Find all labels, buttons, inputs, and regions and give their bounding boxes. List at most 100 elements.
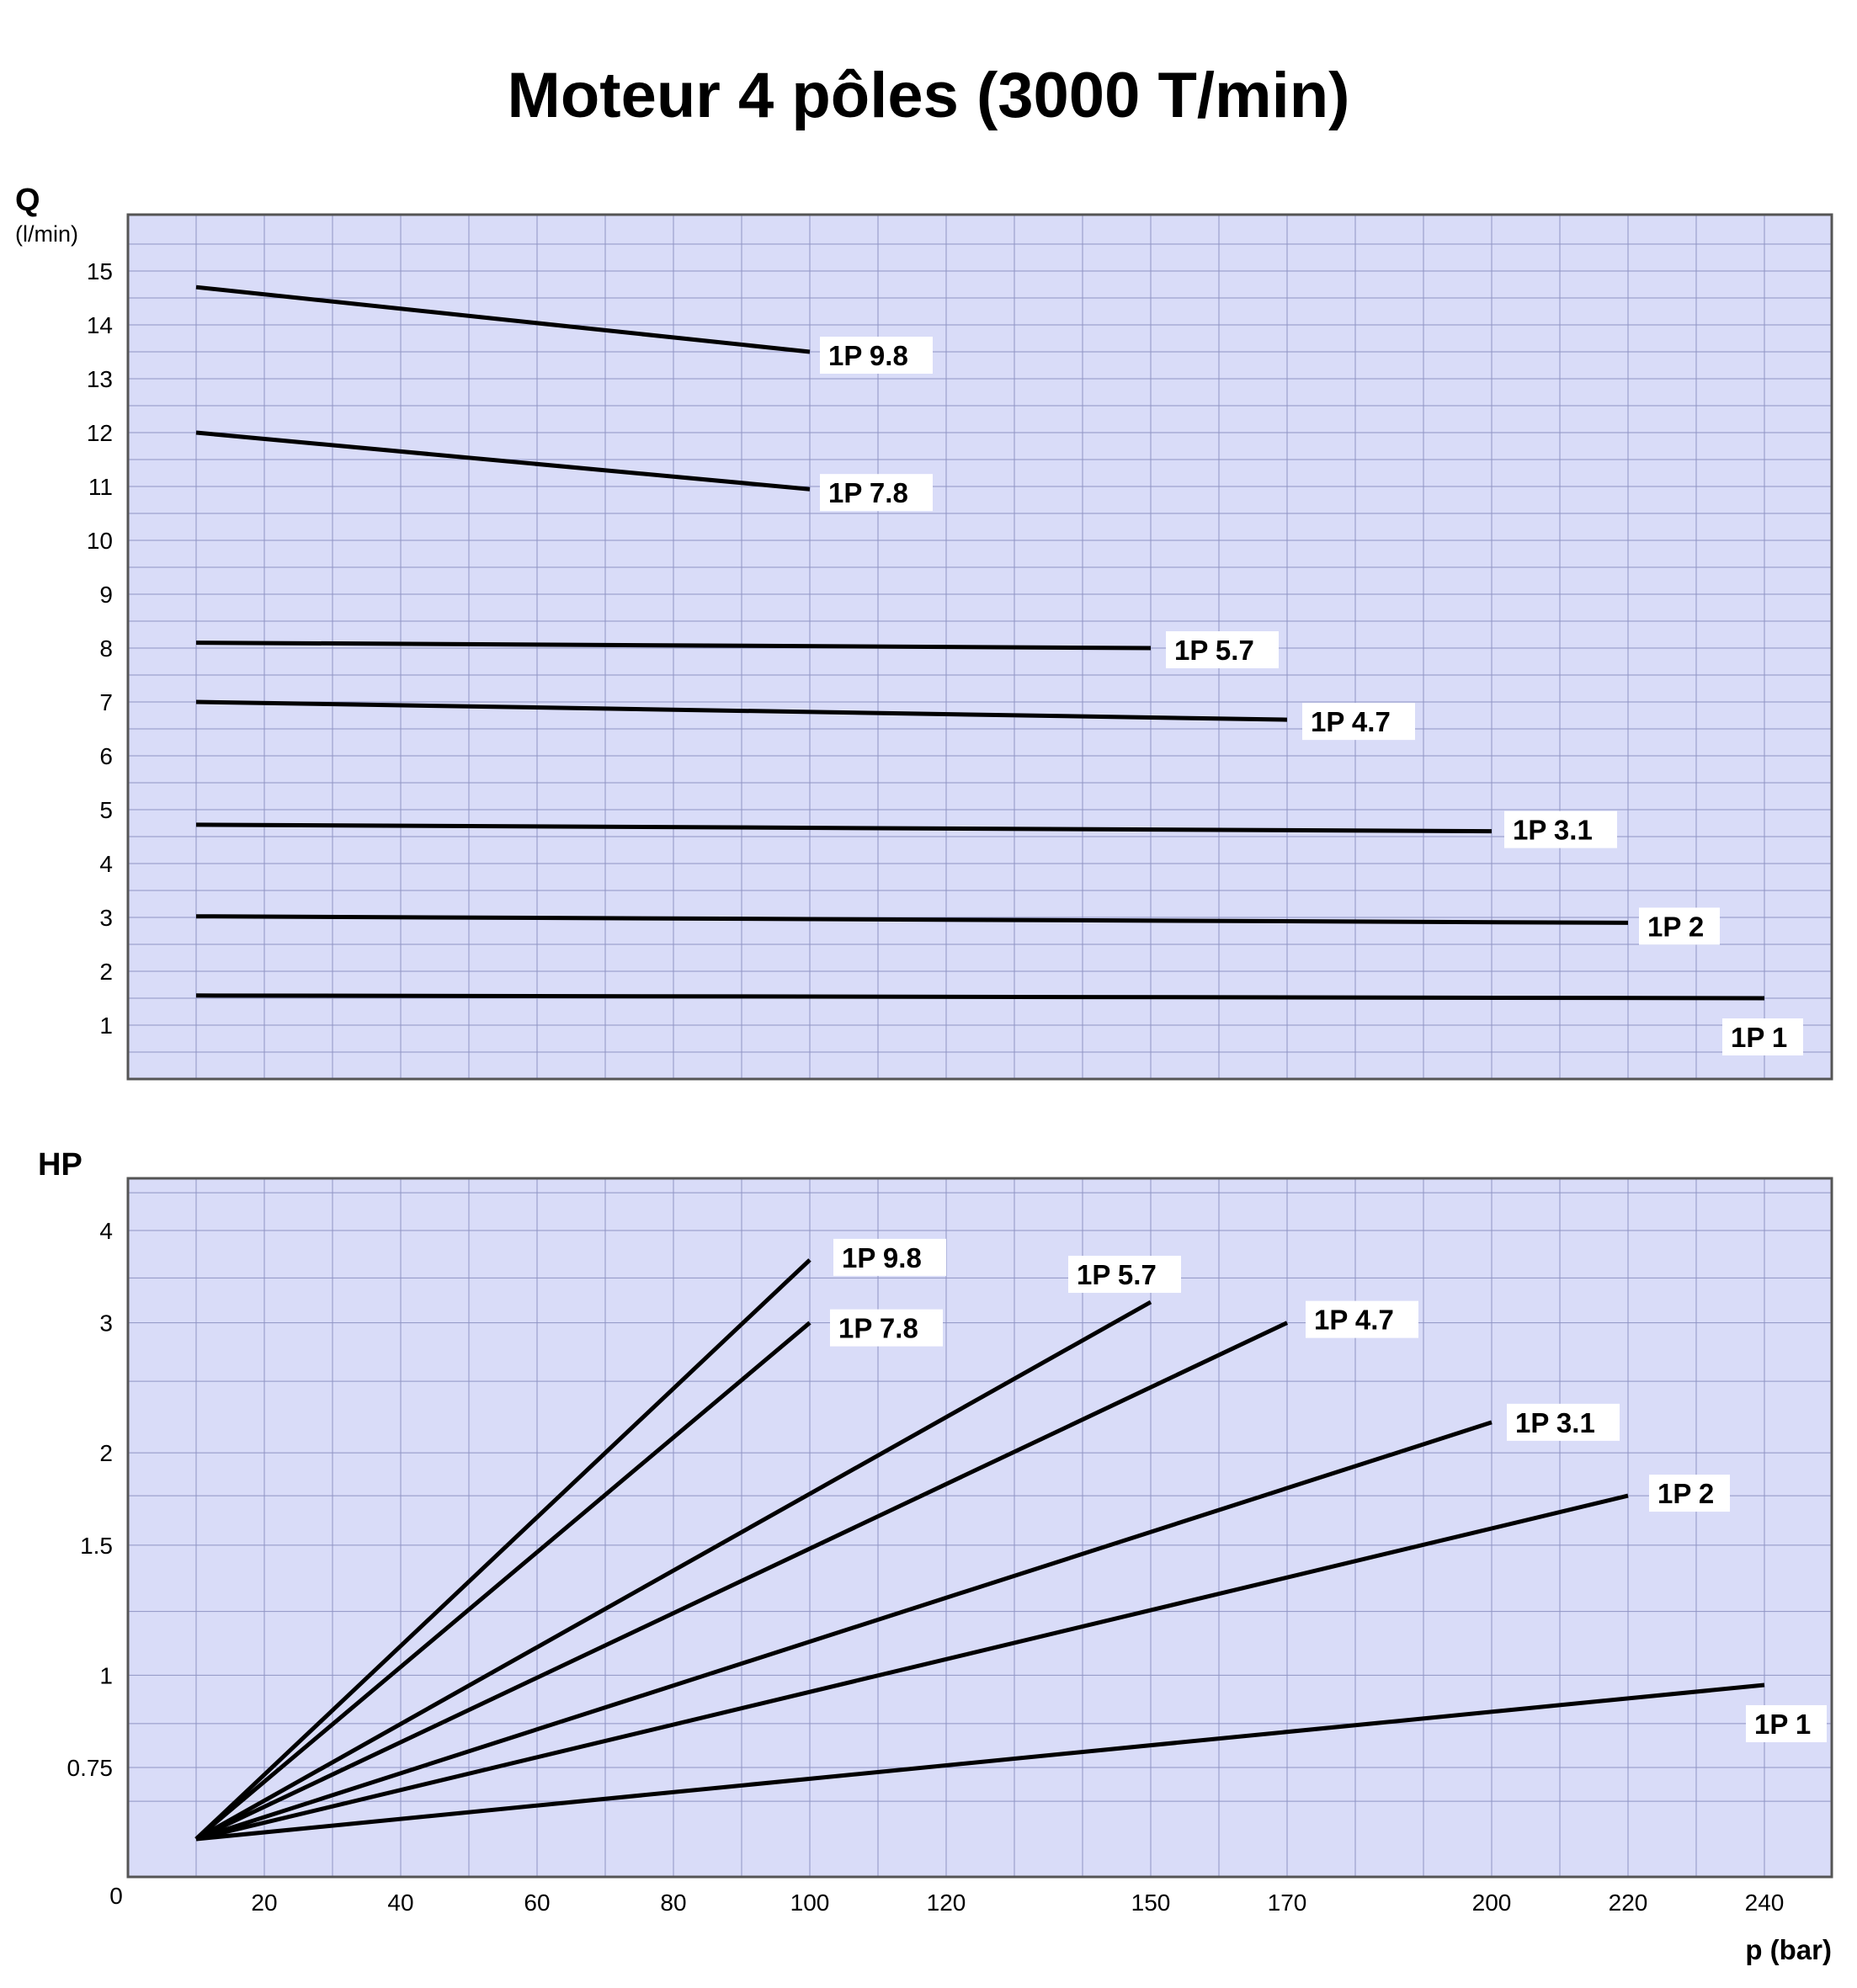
x-tick-label: 20 <box>251 1890 277 1916</box>
x-axis-origin-label: 0 <box>109 1883 123 1909</box>
series-label: 1P 4.7 <box>1302 703 1415 741</box>
x-tick-label: 170 <box>1268 1890 1307 1916</box>
power-plot-area <box>128 1178 1832 1877</box>
series-label-text: 1P 1 <box>1754 1709 1811 1740</box>
series-line <box>195 822 1493 834</box>
y-tick-label: 11 <box>88 474 113 500</box>
x-tick-label: 240 <box>1745 1890 1785 1916</box>
pressure-x-ticks: 20 40 60 80 100 120 150 170 200 220 240 <box>251 1890 1784 1916</box>
series-label-box <box>1639 907 1720 945</box>
power-grid <box>128 1178 1832 1877</box>
series-label-text: 1P 3.1 <box>1515 1407 1595 1438</box>
x-tick-label: 220 <box>1609 1890 1648 1916</box>
x-tick-label: 200 <box>1472 1890 1512 1916</box>
series-label-box <box>820 474 933 512</box>
y-tick-label: 2 <box>99 1440 113 1466</box>
series-label: 1P 2 <box>1639 907 1720 945</box>
series-label: 1P 5.7 <box>1166 631 1279 668</box>
series-line <box>194 1258 811 1841</box>
series-line <box>195 1493 1629 1842</box>
x-tick-label: 40 <box>387 1890 413 1916</box>
x-tick-label: 60 <box>524 1890 550 1916</box>
series-label-box <box>1722 1018 1803 1055</box>
series-label-box <box>833 1238 946 1276</box>
series-label: 1P 9.8 <box>833 1238 946 1276</box>
series-label: 1P 9.8 <box>820 337 933 374</box>
y-tick-label: 1 <box>99 1662 113 1688</box>
series-label-text: 1P 7.8 <box>828 477 908 508</box>
series-label-text: 1P 2 <box>1647 911 1704 942</box>
y-tick-label: 5 <box>99 797 113 823</box>
series-label: 1P 2 <box>1649 1475 1730 1512</box>
series-label-box <box>1504 811 1617 848</box>
series-label-text: 1P 7.8 <box>838 1313 918 1344</box>
series-line <box>195 993 1765 1001</box>
pressure-x-axis-label: p (bar) <box>1745 1934 1832 1965</box>
series-label: 1P 7.8 <box>820 474 933 512</box>
x-tick-label: 120 <box>927 1890 966 1916</box>
series-line <box>195 914 1629 925</box>
series-line <box>195 430 811 492</box>
flow-series <box>195 284 1765 1001</box>
series-label-box <box>1746 1704 1827 1742</box>
series-label-box <box>1649 1475 1730 1512</box>
series-label: 1P 7.8 <box>830 1309 943 1347</box>
y-tick-label: 0.75 <box>67 1755 114 1781</box>
x-tick-label: 150 <box>1131 1890 1171 1916</box>
power-y-ticks: 0.75 1 1.5 2 3 4 <box>67 1218 114 1781</box>
y-tick-label: 4 <box>99 1218 113 1244</box>
series-line <box>194 1321 811 1841</box>
series-label-box <box>1507 1403 1620 1441</box>
power-plot-frame <box>126 1177 1833 1879</box>
series-label-text: 1P 5.7 <box>1077 1259 1157 1290</box>
y-tick-label: 1 <box>99 1013 113 1039</box>
series-line <box>195 1420 1493 1842</box>
y-tick-label: 10 <box>87 528 113 554</box>
y-tick-label: 13 <box>87 366 113 392</box>
page-title: Moteur 4 pôles (3000 T/min) <box>507 60 1350 131</box>
y-tick-label: 2 <box>99 959 113 985</box>
series-line <box>194 1300 1152 1842</box>
series-label: 1P 5.7 <box>1068 1256 1181 1294</box>
series-label-text: 1P 4.7 <box>1311 706 1391 737</box>
flow-y-axis-label: Q <box>15 183 40 218</box>
x-tick-label: 80 <box>660 1890 686 1916</box>
series-line <box>195 284 811 354</box>
y-tick-label: 15 <box>87 258 113 284</box>
series-label: 1P 3.1 <box>1504 811 1617 848</box>
power-series <box>194 1258 1765 1842</box>
power-series-labels: 1P 9.8 1P 7.8 1P 5.7 1P 4.7 1P 3.1 1P 2 1P 1 <box>830 1238 1827 1742</box>
y-tick-label: 6 <box>99 743 113 769</box>
y-tick-label: 8 <box>99 635 113 662</box>
series-label: 1P 4.7 <box>1306 1300 1418 1338</box>
series-label-text: 1P 9.8 <box>828 340 908 371</box>
series-label-box <box>820 337 933 374</box>
flow-plot-frame <box>126 213 1833 1081</box>
series-label-box <box>1068 1256 1181 1294</box>
series-label: 1P 1 <box>1722 1018 1803 1055</box>
y-tick-label: 1.5 <box>80 1533 113 1559</box>
series-label: 1P 1 <box>1746 1704 1827 1742</box>
series-label-text: 1P 9.8 <box>842 1242 922 1273</box>
series-label-box <box>1306 1300 1418 1338</box>
flow-y-axis-unit: (l/min) <box>15 221 78 247</box>
series-line <box>195 641 1152 651</box>
y-tick-label: 14 <box>87 312 113 338</box>
series-line <box>195 1682 1765 1842</box>
series-label-text: 1P 1 <box>1731 1022 1787 1053</box>
series-line <box>195 699 1288 722</box>
series-label-text: 1P 5.7 <box>1174 635 1254 666</box>
y-tick-label: 3 <box>99 1310 113 1337</box>
y-tick-label: 4 <box>99 851 113 877</box>
series-label: 1P 3.1 <box>1507 1403 1620 1441</box>
series-label-box <box>830 1309 943 1347</box>
power-y-axis-label: HP <box>38 1147 82 1183</box>
y-tick-label: 3 <box>99 905 113 931</box>
y-tick-label: 9 <box>99 582 113 608</box>
power-chart: 0.75 1 1.5 2 3 4 20 40 60 80 100 120 150 170 200 220 24… <box>38 1147 1833 1965</box>
series-label-box <box>1166 631 1279 668</box>
series-label-box <box>1302 703 1415 741</box>
